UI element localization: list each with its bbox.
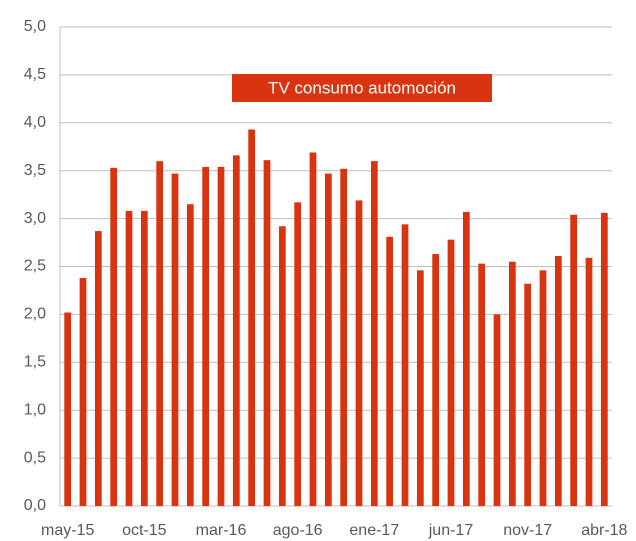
bar <box>217 166 225 507</box>
chart-title: TV consumo automoción <box>268 78 456 97</box>
y-tick-label: 5,0 <box>24 18 46 35</box>
bar <box>202 166 210 507</box>
x-tick-label: ene-17 <box>349 522 399 539</box>
bar <box>94 231 102 506</box>
bar <box>478 263 486 506</box>
y-tick-label: 1,0 <box>24 401 46 418</box>
x-tick-label: oct-15 <box>122 522 167 539</box>
x-tick-label: abr-18 <box>581 522 627 539</box>
bar <box>416 270 424 506</box>
bar <box>309 152 317 507</box>
bar <box>539 270 547 506</box>
y-tick-label: 3,0 <box>24 210 46 227</box>
bar <box>493 314 501 506</box>
y-tick-label: 3,5 <box>24 162 46 179</box>
y-tick-label: 2,0 <box>24 306 46 323</box>
bar <box>64 312 72 506</box>
bar <box>447 239 455 506</box>
y-tick-label: 4,0 <box>24 114 46 131</box>
bar <box>386 236 394 506</box>
y-tick-label: 2,5 <box>24 258 46 275</box>
y-tick-label: 0,5 <box>24 449 46 466</box>
x-tick-label: jun-17 <box>428 522 474 539</box>
bar <box>324 173 332 506</box>
y-tick-label: 1,5 <box>24 354 46 371</box>
bar <box>524 283 532 506</box>
bar <box>248 129 256 507</box>
bar <box>370 161 378 506</box>
bar <box>294 202 302 506</box>
x-tick-label: ago-16 <box>273 522 323 539</box>
x-tick-label: mar-16 <box>196 522 247 539</box>
bar <box>263 160 271 507</box>
bar <box>278 226 286 506</box>
title-box <box>232 74 492 102</box>
bar <box>462 211 470 507</box>
bar <box>140 210 148 506</box>
bar <box>355 200 363 506</box>
bar <box>156 161 164 506</box>
y-tick-label: 0,0 <box>24 497 46 514</box>
y-tick-label: 4,5 <box>24 66 46 83</box>
bar <box>401 224 409 506</box>
bar <box>110 167 118 507</box>
bar <box>600 212 608 507</box>
bar <box>232 155 240 506</box>
x-tick-label: nov-17 <box>503 522 552 539</box>
bar <box>554 255 562 506</box>
bar <box>340 168 348 506</box>
x-tick-label: may-15 <box>41 522 94 539</box>
bar <box>79 277 87 506</box>
bar <box>508 261 516 506</box>
bar <box>570 214 578 506</box>
bar <box>125 210 133 506</box>
bar <box>171 173 179 506</box>
bar <box>585 257 593 506</box>
bar <box>432 254 440 506</box>
bar <box>186 204 194 507</box>
